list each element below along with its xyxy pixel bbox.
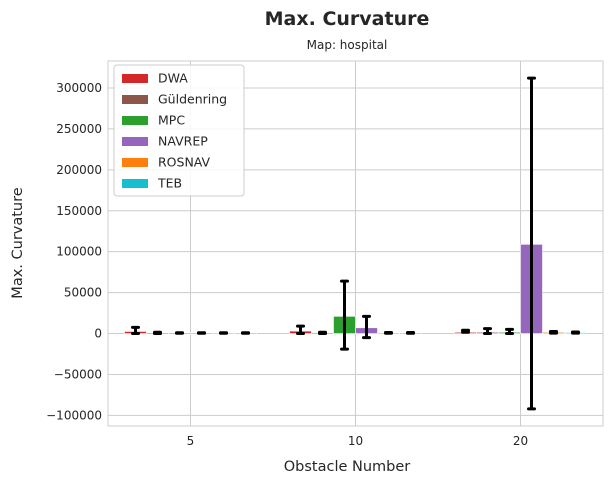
legend-swatch — [122, 137, 148, 146]
legend-swatch — [122, 95, 148, 104]
legend-swatch — [122, 158, 148, 167]
chart-subtitle: Map: hospital — [307, 38, 388, 52]
y-tick-label: 50000 — [64, 286, 102, 300]
y-tick-label: 0 — [94, 327, 102, 341]
y-tick-label: 100000 — [56, 245, 102, 259]
legend-label: MPC — [158, 113, 185, 128]
legend: DWA Güldenring MPC NAVREP ROSNAV TEB — [113, 64, 245, 197]
x-tick-label: 20 — [513, 434, 528, 448]
x-axis-label: Obstacle Number — [284, 459, 411, 475]
chart-title: Max. Curvature — [265, 8, 430, 30]
x-tick-label: 10 — [348, 434, 363, 448]
y-axis-label: Max. Curvature — [10, 187, 26, 298]
legend-label: ROSNAV — [158, 155, 211, 170]
legend-label: TEB — [157, 176, 182, 191]
error-bars — [131, 76, 580, 411]
y-tick-label: 150000 — [56, 204, 102, 218]
y-tick-label: −100000 — [46, 408, 102, 422]
y-tick-label: 300000 — [56, 81, 102, 95]
legend-swatch — [122, 116, 148, 125]
legend-swatch — [122, 179, 148, 188]
legend-label: NAVREP — [158, 134, 208, 149]
legend-label: Güldenring — [158, 92, 227, 107]
y-tick-label: −50000 — [54, 367, 102, 381]
legend-swatch — [122, 74, 148, 83]
y-tick-label: 250000 — [56, 122, 102, 136]
y-axis-ticks: −100000 −50000 0 50000 100000 150000 200000 250… — [46, 81, 102, 422]
legend-label: DWA — [158, 71, 188, 86]
x-axis-ticks: 5 10 20 — [187, 434, 528, 448]
y-tick-label: 200000 — [56, 163, 102, 177]
x-tick-label: 5 — [187, 434, 195, 448]
